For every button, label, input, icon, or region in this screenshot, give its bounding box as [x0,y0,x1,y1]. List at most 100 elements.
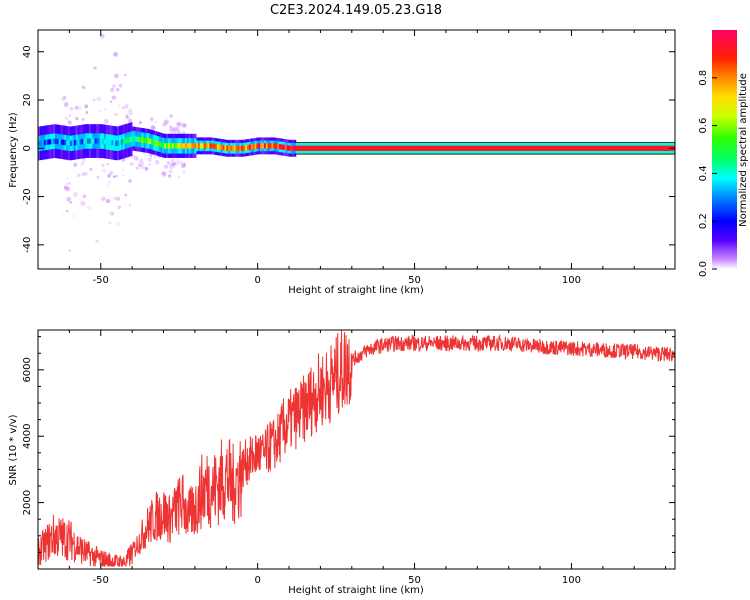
spectrogram-y-tick-label: -40 [22,237,33,253]
spectrogram-ridge-cell [565,145,568,151]
spectrogram-ridge-cell [260,143,263,149]
spectrogram-ridge-cell [410,145,413,151]
spectrogram-ridge-cell [70,140,73,147]
spectrogram-ridge-cell [382,145,385,151]
spectrogram-ridge-cell [423,145,427,151]
spectrogram-speckle [108,180,112,184]
snr-panel: -50 0 50 100 2000 4000 6000 Height of straight… [8,329,676,596]
spectrogram-speckle [62,214,66,218]
spectrogram-ridge-cell [651,145,654,151]
spectrogram-speckle [124,104,129,109]
spectrogram-ridge-cell [512,145,515,151]
spectrogram-ridge-cell [214,143,218,150]
spectrogram-ridge-cell [92,138,95,144]
spectrogram-ridge-cell [53,138,56,144]
spectrogram-ridge-cell [623,145,626,151]
spectrogram-speckle [167,174,172,178]
spectrogram-speckle [163,174,166,178]
spectrogram-ridge-cell [648,145,651,151]
spectrogram-ridge-cell [73,140,76,146]
spectrogram-ridge-cell [307,145,310,151]
spectrogram-ridge-cell [625,145,628,151]
spectrogram-heat-layer [38,33,675,252]
spectrogram-ridge-cell [243,145,246,151]
spectrogram-speckle [115,196,121,201]
spectrogram-ridge-cell [459,145,462,151]
spectrogram-speckle [128,111,133,116]
spectrogram-ridge-cell [602,145,606,151]
spectrogram-ridge-cell [337,145,340,151]
spectrogram-ridge-cell [205,143,208,149]
colorbar-gradient [712,30,737,269]
spectrogram-ridge-cell [143,137,146,144]
spectrogram-ridge-cell [606,145,609,151]
spectrogram-ridge-cell [286,145,289,151]
spectrogram-ridge-cell [600,145,604,151]
spectrogram-ridge-cell [271,143,274,149]
spectrogram-speckle [66,177,69,180]
spectrogram-ridge-cell [246,144,250,151]
spectrogram-ridge-cell [322,145,325,151]
spectrogram-ridge-cell [201,143,204,149]
spectrogram-speckle [145,166,148,170]
spectrogram-ridge-cell [71,140,75,146]
spectrogram-ridge-cell [167,143,171,149]
spectrogram-ridge-cell [576,145,579,151]
spectrogram-ridge-cell [344,145,348,151]
spectrogram-ridge-cell [341,145,344,151]
spectrogram-ridge-cell [278,144,282,150]
spectrogram-ridge-cell [203,143,206,149]
colorbar-tick-label: 0.6 [698,118,709,134]
spectrogram-ridge-cell [169,143,172,149]
spectrogram-speckle [81,117,85,122]
spectrogram-speckle [96,121,99,124]
snr-frame [37,329,676,570]
spectrogram-ridge-cell [467,145,470,151]
spectrogram-speckle [106,184,109,187]
spectrogram-speckle [93,66,97,70]
spectrogram-ridge-cell [484,145,487,151]
spectrogram-ridge-cell [318,145,321,151]
spectrogram-speckle [181,123,186,128]
spectrogram-y-tick-label: 0 [22,145,33,151]
spectrogram-ridge-cell [442,145,445,151]
spectrogram-ridge-cell [139,137,142,143]
spectrogram-ridge-cell [160,142,163,148]
spectrogram-speckle [125,115,129,119]
spectrogram-ridge-cell [363,145,366,151]
spectrogram-ridge-cell [192,143,195,149]
spectrogram-ridge-cell [141,137,144,143]
spectrogram-speckle [149,155,152,158]
spectrogram-ridge-cell [395,145,398,151]
spectrogram-ridge-cell [181,143,184,149]
spectrogram-ridge-cell [103,138,107,145]
spectrogram-ridge-cell [495,145,498,151]
spectrogram-ridge-cell [105,139,108,145]
spectrogram-speckle [178,176,181,179]
spectrogram-ridge-cell [399,145,402,151]
spectrogram-speckle [107,174,111,178]
spectrogram-speckle [179,160,183,164]
spectrogram-ridge-cell [254,143,257,150]
spectrogram-ridge-cell [90,138,93,144]
spectrogram-ridge-cell [408,145,412,151]
spectrogram-ridge-cell [574,145,577,151]
spectrogram-ridge-cell [230,145,233,151]
snr-y-tick-label: 2000 [22,490,33,515]
spectrogram-ridge-cell [126,137,129,144]
spectrogram-speckle [147,162,151,167]
spectrogram-ridge-cell [301,145,304,151]
spectrogram-ridge-cell [252,143,255,150]
spectrogram-ridge-cell [391,145,395,151]
spectrogram-ridge-cell [664,145,668,151]
spectrogram-ridge-cell [39,140,43,146]
spectrogram-speckle [77,173,81,177]
spectrogram-speckle [110,87,115,92]
spectrogram-ridge-cell [311,145,314,151]
spectrogram-ridge-cell [107,139,110,145]
spectrogram-ridge-cell [504,145,508,151]
spectrogram-ridge-cell [542,145,545,151]
spectrogram-ridge-cell [175,143,178,149]
spectrogram-speckle [104,108,108,112]
spectrogram-ridge-cell [326,145,329,151]
